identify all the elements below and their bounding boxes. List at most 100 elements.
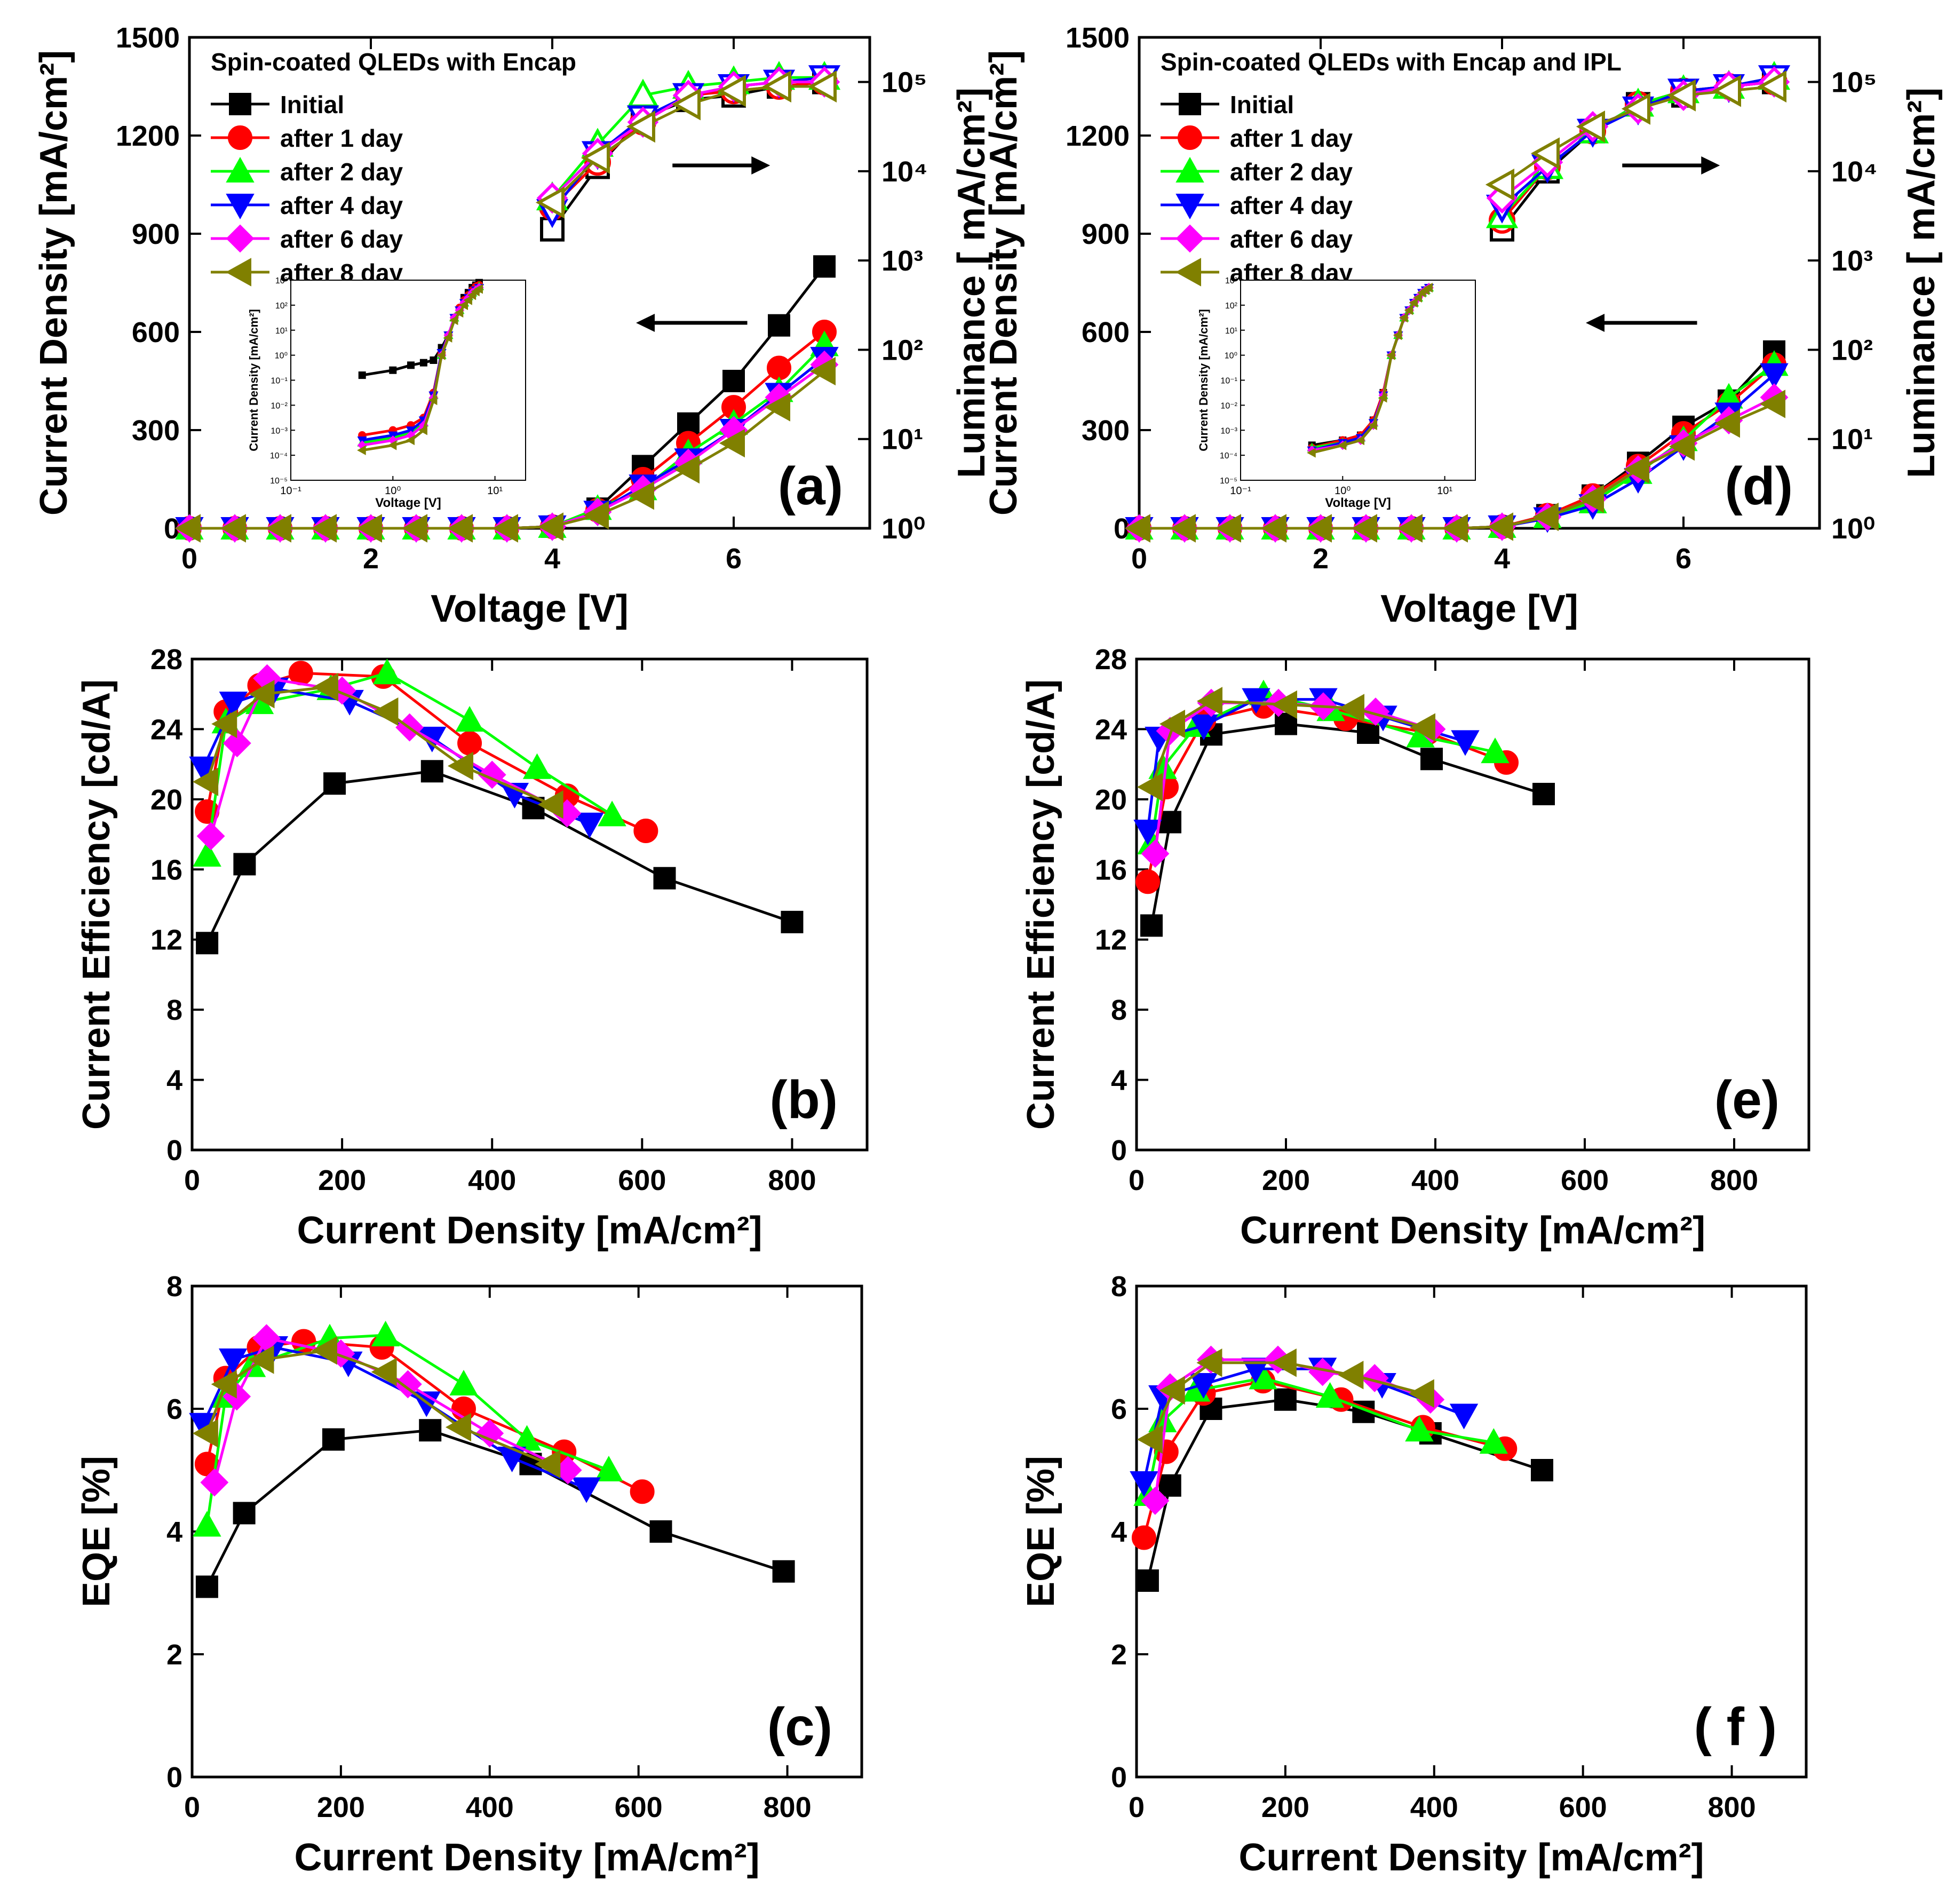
y-tick-label: 6 [1111,1393,1127,1425]
data-point [449,1369,478,1395]
inset-y-tick-label: 10⁻² [271,401,288,410]
x-tick-label: 600 [1559,1791,1607,1823]
jv-point [583,501,609,530]
legend-label: after 1 day [280,124,403,152]
jv-point [1759,390,1785,418]
y-tick-label: 28 [1095,644,1127,676]
y-tick-label: 0 [1111,1135,1127,1167]
data-point [1409,713,1435,742]
data-point [630,1479,655,1504]
inset-point [1307,448,1316,458]
x-tick-label: 200 [317,1791,365,1823]
data-point [218,1348,248,1375]
luminance-point [1712,75,1741,107]
jv-point [1578,485,1604,513]
y-tick-label: 1500 [116,22,180,54]
data-point [312,672,338,702]
data-point [1130,1471,1158,1497]
jv-point [813,255,836,278]
y-tick-label: 20 [1095,784,1127,816]
data-point [371,1358,397,1386]
legend-title: Spin-coated QLEDs with Encap and IPL [1161,48,1622,76]
inset-point [358,371,366,379]
jv-point [447,514,473,543]
luminance-series-5 [1485,70,1786,201]
y-tick-label: 600 [132,316,180,348]
data-point [1158,1474,1181,1497]
x-axis-title: Voltage [V] [1380,588,1578,630]
inset-point [387,440,397,450]
x-tick-label: 0 [1129,1164,1145,1196]
y-tick-label: 6 [166,1393,182,1425]
inset-y-tick-label: 10⁻³ [1220,426,1237,435]
series-5 [1137,1348,1434,1454]
x-axis-title: Current Density [mA/cm²] [1238,1836,1704,1879]
x-tick-label: 800 [1710,1164,1758,1196]
luminance-point [535,186,565,219]
legend-title: Spin-coated QLEDs with Encap [211,48,576,76]
jv-point [1714,409,1740,438]
inset-x-title: Voltage [V] [1325,496,1391,510]
panel-c: 0 200 400 600 800 0 2 4 6 8 Current Density [mA/cm… [75,1271,863,1879]
inset-point [1413,292,1422,303]
legend-label: Initial [280,91,344,118]
legend-marker [1175,258,1201,287]
y2-tick-label: 10⁴ [1831,156,1878,188]
y-tick-label: 4 [166,1516,182,1548]
legend-marker [1178,125,1202,150]
y-tick-label: 8 [166,994,182,1026]
data-point [211,709,237,739]
inset-point [449,315,458,326]
x-tick-label: 600 [618,1164,666,1196]
inset-point [1378,393,1387,403]
jv-point [1215,514,1241,543]
jv-point [1170,514,1196,543]
luminance-point [671,88,701,121]
legend-label: Initial [1230,91,1294,118]
data-point [393,1370,422,1399]
data-point [1530,1459,1553,1481]
data-point [1196,1348,1222,1377]
data-point [233,853,256,876]
inset-point [474,284,483,294]
inset-x-tick-label: 10¹ [1437,485,1452,497]
jv-point [1760,363,1789,389]
y2-tick-label: 10⁰ [881,513,925,545]
inset-y-tick-label: 10¹ [275,327,288,336]
inset-y-tick-label: 10¹ [1225,327,1237,336]
x-axis-title: Current Density [mA/cm²] [1240,1209,1705,1252]
data-point [1137,773,1163,802]
panel-label: (a) [778,456,843,516]
inset-y-tick-label: 10⁻¹ [271,377,288,386]
legend-marker [226,156,255,183]
data-point [1136,1569,1159,1592]
data-point [1159,1376,1185,1405]
series-5 [1137,687,1435,802]
data-point [420,760,443,783]
data-point [233,1502,256,1525]
y2-tick-label: 10¹ [1831,424,1873,456]
data-point [322,1428,345,1451]
jv-point [809,356,836,386]
jv-point [764,393,790,422]
x-tick-label: 0 [1129,1791,1145,1823]
data-point [575,812,604,838]
data-point [537,790,563,819]
data-point [249,680,275,709]
data-point [195,1575,218,1598]
inset-point [419,359,427,367]
legend-label: after 4 day [280,192,403,219]
inset-point [1355,435,1364,446]
luminance-point [807,70,837,103]
x-tick-label: 4 [1494,543,1510,575]
inset-point [463,295,472,305]
y-tick-label: 600 [1082,316,1130,348]
jv-point [1124,514,1150,543]
luminance-point [762,70,791,103]
inset-y-tick-label: 10⁻⁴ [270,451,288,461]
data-point [1141,839,1170,868]
y2-tick-label: 10⁰ [1831,513,1875,545]
inset-point [1386,350,1395,360]
y-tick-label: 28 [150,644,182,676]
jv-point [719,429,745,458]
